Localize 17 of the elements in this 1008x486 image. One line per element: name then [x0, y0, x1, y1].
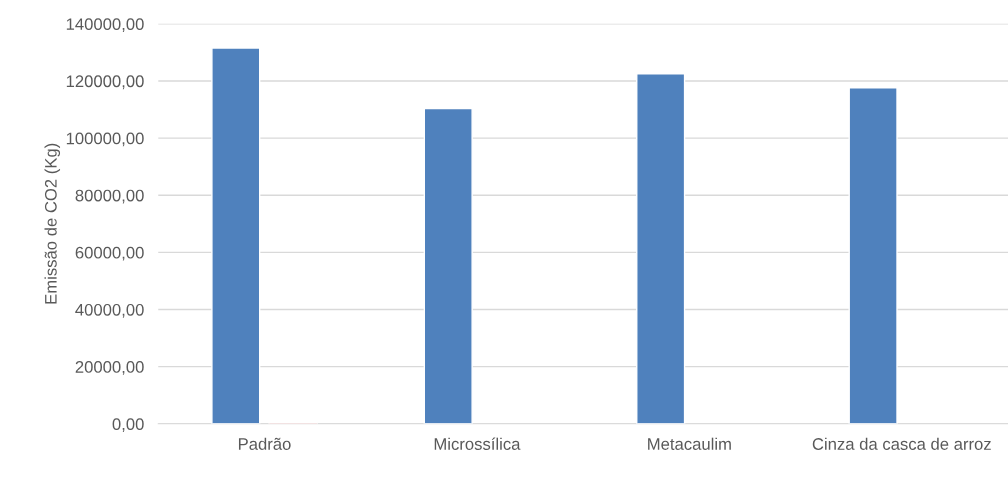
x-tick-label: Microssílica: [434, 437, 521, 450]
x-tick-label: Padrão: [238, 437, 291, 450]
y-tick-label: 120000,00: [66, 75, 144, 90]
bar: [636, 73, 686, 424]
y-tick-label: 60000,00: [75, 246, 144, 261]
y-tick-label: 20000,00: [75, 361, 144, 375]
x-tick-label: Cinza da casca de arroz: [812, 437, 991, 450]
y-tick-label: 0,00: [112, 418, 144, 432]
y-tick-label: 40000,00: [75, 303, 144, 318]
y-tick-label: 140000,00: [66, 18, 144, 32]
bar: [848, 87, 898, 424]
bar: [423, 107, 473, 424]
y-tick-label: 100000,00: [66, 132, 144, 147]
x-tick-label: Metacaulim: [648, 437, 731, 450]
bar: [211, 47, 261, 424]
y-tick-label: 80000,00: [75, 189, 144, 204]
y-axis-title: Emissão de CO2 (Kg): [44, 143, 61, 304]
